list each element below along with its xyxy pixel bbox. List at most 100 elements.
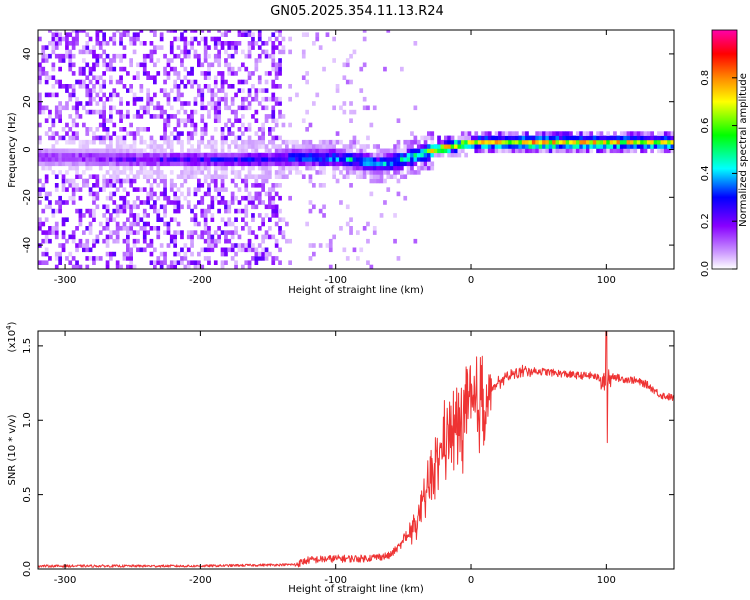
- heatmap-cell: [254, 41, 259, 46]
- snr-ytick-label: 0.5: [22, 487, 33, 503]
- heatmap-cell: [58, 161, 62, 167]
- heatmap-cell: [274, 238, 279, 244]
- heatmap-cell: [203, 131, 208, 136]
- heatmap-cell: [271, 118, 276, 123]
- heatmap-cell: [122, 152, 127, 158]
- heatmap-cell: [498, 148, 502, 154]
- heatmap-cell: [477, 144, 482, 149]
- heatmap-cell: [61, 183, 66, 188]
- heatmap-cell: [58, 109, 62, 115]
- heatmap-cell: [54, 53, 59, 59]
- heatmap-cell: [149, 238, 154, 244]
- heatmap-cell: [156, 226, 161, 231]
- heatmap-cell: [257, 195, 262, 201]
- heatmap-cell: [366, 170, 370, 175]
- heatmap-cell: [139, 161, 144, 167]
- heatmap-cell: [230, 165, 235, 171]
- heatmap-cell: [48, 30, 52, 33]
- heatmap-cell: [163, 135, 167, 141]
- heatmap-cell: [400, 66, 404, 72]
- heatmap-cell: [393, 213, 397, 218]
- heatmap-cell: [633, 131, 638, 136]
- heatmap-cell: [61, 161, 66, 167]
- heatmap-cell: [92, 238, 96, 244]
- heatmap-cell: [230, 45, 235, 50]
- heatmap-cell: [369, 191, 374, 197]
- heatmap-cell: [92, 49, 96, 55]
- heatmap-cell: [163, 256, 167, 261]
- heatmap-cell: [596, 131, 600, 136]
- heatmap-cell: [241, 217, 245, 222]
- heatmap-cell: [224, 170, 228, 175]
- heatmap-cell: [115, 264, 120, 269]
- heatmap-cell: [51, 135, 56, 141]
- heatmap-cell: [251, 174, 255, 179]
- heatmap-cell: [200, 92, 205, 98]
- heatmap-cell: [244, 96, 249, 102]
- heatmap-cell: [163, 174, 167, 179]
- heatmap-cell: [403, 152, 408, 158]
- heatmap-cell: [142, 213, 147, 218]
- heatmap-cell: [413, 139, 418, 145]
- heatmap-cell: [224, 230, 228, 235]
- heatmap-cell: [308, 256, 313, 261]
- heatmap-cell: [75, 183, 79, 188]
- heatmap-cell: [173, 53, 177, 59]
- heatmap-cell: [136, 238, 140, 244]
- heatmap-cell: [569, 139, 573, 145]
- heatmap-cell: [646, 144, 651, 149]
- heatmap-cell: [247, 49, 252, 55]
- heatmap-cell: [129, 148, 133, 154]
- heatmap-cell: [210, 135, 215, 141]
- heatmap-cell: [109, 195, 113, 201]
- heatmap-cell: [132, 49, 137, 55]
- heatmap-cell: [247, 32, 252, 37]
- heatmap-cell: [227, 200, 232, 205]
- heatmap-cell: [166, 101, 171, 106]
- heatmap-cell: [420, 148, 424, 154]
- heatmap-cell: [542, 135, 546, 141]
- heatmap-cell: [491, 139, 495, 145]
- heatmap-cell: [264, 105, 269, 111]
- heatmap-cell: [136, 187, 140, 192]
- heatmap-cell: [234, 71, 238, 76]
- heatmap-cell: [565, 139, 570, 145]
- heatmap-cell: [109, 139, 113, 145]
- heatmap-cell: [430, 131, 435, 136]
- heatmap-cell: [180, 131, 184, 136]
- heatmap-cell: [180, 148, 184, 154]
- heatmap-cell: [220, 131, 225, 136]
- heatmap-cell: [548, 148, 553, 154]
- heatmap-cell: [298, 157, 303, 162]
- heatmap-cell: [325, 144, 330, 149]
- heatmap-cell: [640, 148, 644, 154]
- heatmap-cell: [71, 152, 76, 158]
- heatmap-cell: [136, 217, 140, 222]
- heatmap-cell: [613, 148, 617, 154]
- heatmap-cell: [51, 32, 56, 37]
- heatmap-cell: [129, 41, 133, 46]
- heatmap-cell: [54, 256, 59, 261]
- heatmap-cell: [65, 178, 69, 184]
- heatmap-cell: [369, 152, 374, 158]
- heatmap-cell: [163, 195, 167, 201]
- heatmap-cell: [139, 62, 144, 68]
- snr-xtick-label: -100: [324, 575, 347, 586]
- heatmap-cell: [207, 230, 211, 235]
- heatmap-cell: [586, 144, 590, 149]
- heatmap-cell: [224, 62, 228, 68]
- heatmap-cell: [180, 174, 184, 179]
- snr-ylabel: SNR (10 * v/v): [7, 414, 18, 485]
- heatmap-cell: [254, 251, 259, 257]
- heatmap-cell: [261, 217, 265, 222]
- heatmap-cell: [88, 213, 93, 218]
- heatmap-cell: [203, 36, 208, 42]
- heatmap-cell: [318, 148, 323, 154]
- heatmap-cell: [210, 105, 215, 111]
- heatmap-cell: [386, 152, 391, 158]
- heatmap-cell: [349, 226, 353, 231]
- heatmap-cell: [511, 135, 516, 141]
- heatmap-cell: [75, 41, 79, 46]
- heatmap-cell: [274, 144, 279, 149]
- heatmap-cell: [132, 114, 137, 119]
